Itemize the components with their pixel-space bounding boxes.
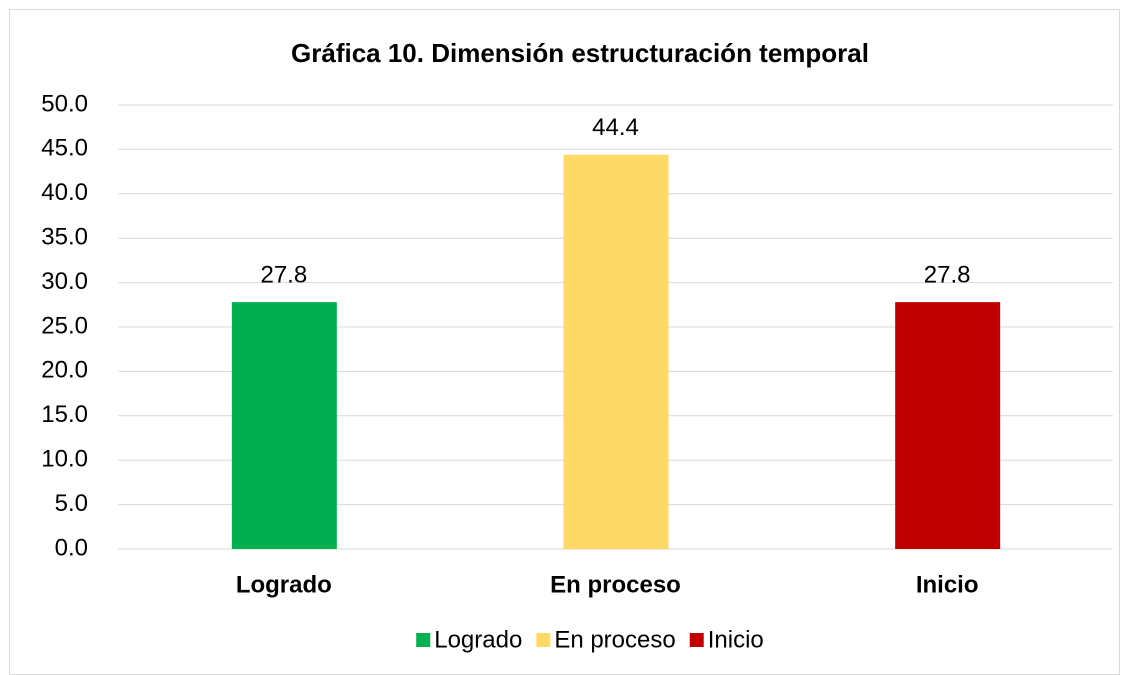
x-tick-label: En proceso [550,571,681,598]
data-label: 44.4 [592,114,639,141]
legend-swatch [416,633,431,647]
data-label: 27.8 [924,261,971,288]
bar [231,302,337,549]
y-tick-label: 10.0 [41,446,88,473]
legend-swatch [689,633,704,647]
bar [895,302,1001,549]
y-tick-label: 20.0 [41,357,88,384]
y-tick-label: 35.0 [41,224,88,251]
y-tick-label: 50.0 [41,90,88,117]
data-label: 27.8 [260,261,307,288]
y-tick-label: 5.0 [55,490,88,517]
legend-swatch [536,633,551,647]
x-tick-label: Inicio [916,571,979,598]
y-tick-label: 40.0 [41,179,88,206]
legend-label: En proceso [554,626,675,653]
legend-label: Logrado [434,626,522,653]
legend-label: Inicio [708,626,764,653]
y-tick-label: 15.0 [41,401,88,428]
y-tick-label: 0.0 [55,534,88,561]
x-tick-label: Logrado [236,571,332,598]
bar [563,154,669,549]
chart-title: Gráfica 10. Dimensión estructuración tem… [291,38,869,68]
y-tick-label: 25.0 [41,312,88,339]
y-tick-label: 45.0 [41,135,88,162]
y-tick-label: 30.0 [41,268,88,295]
